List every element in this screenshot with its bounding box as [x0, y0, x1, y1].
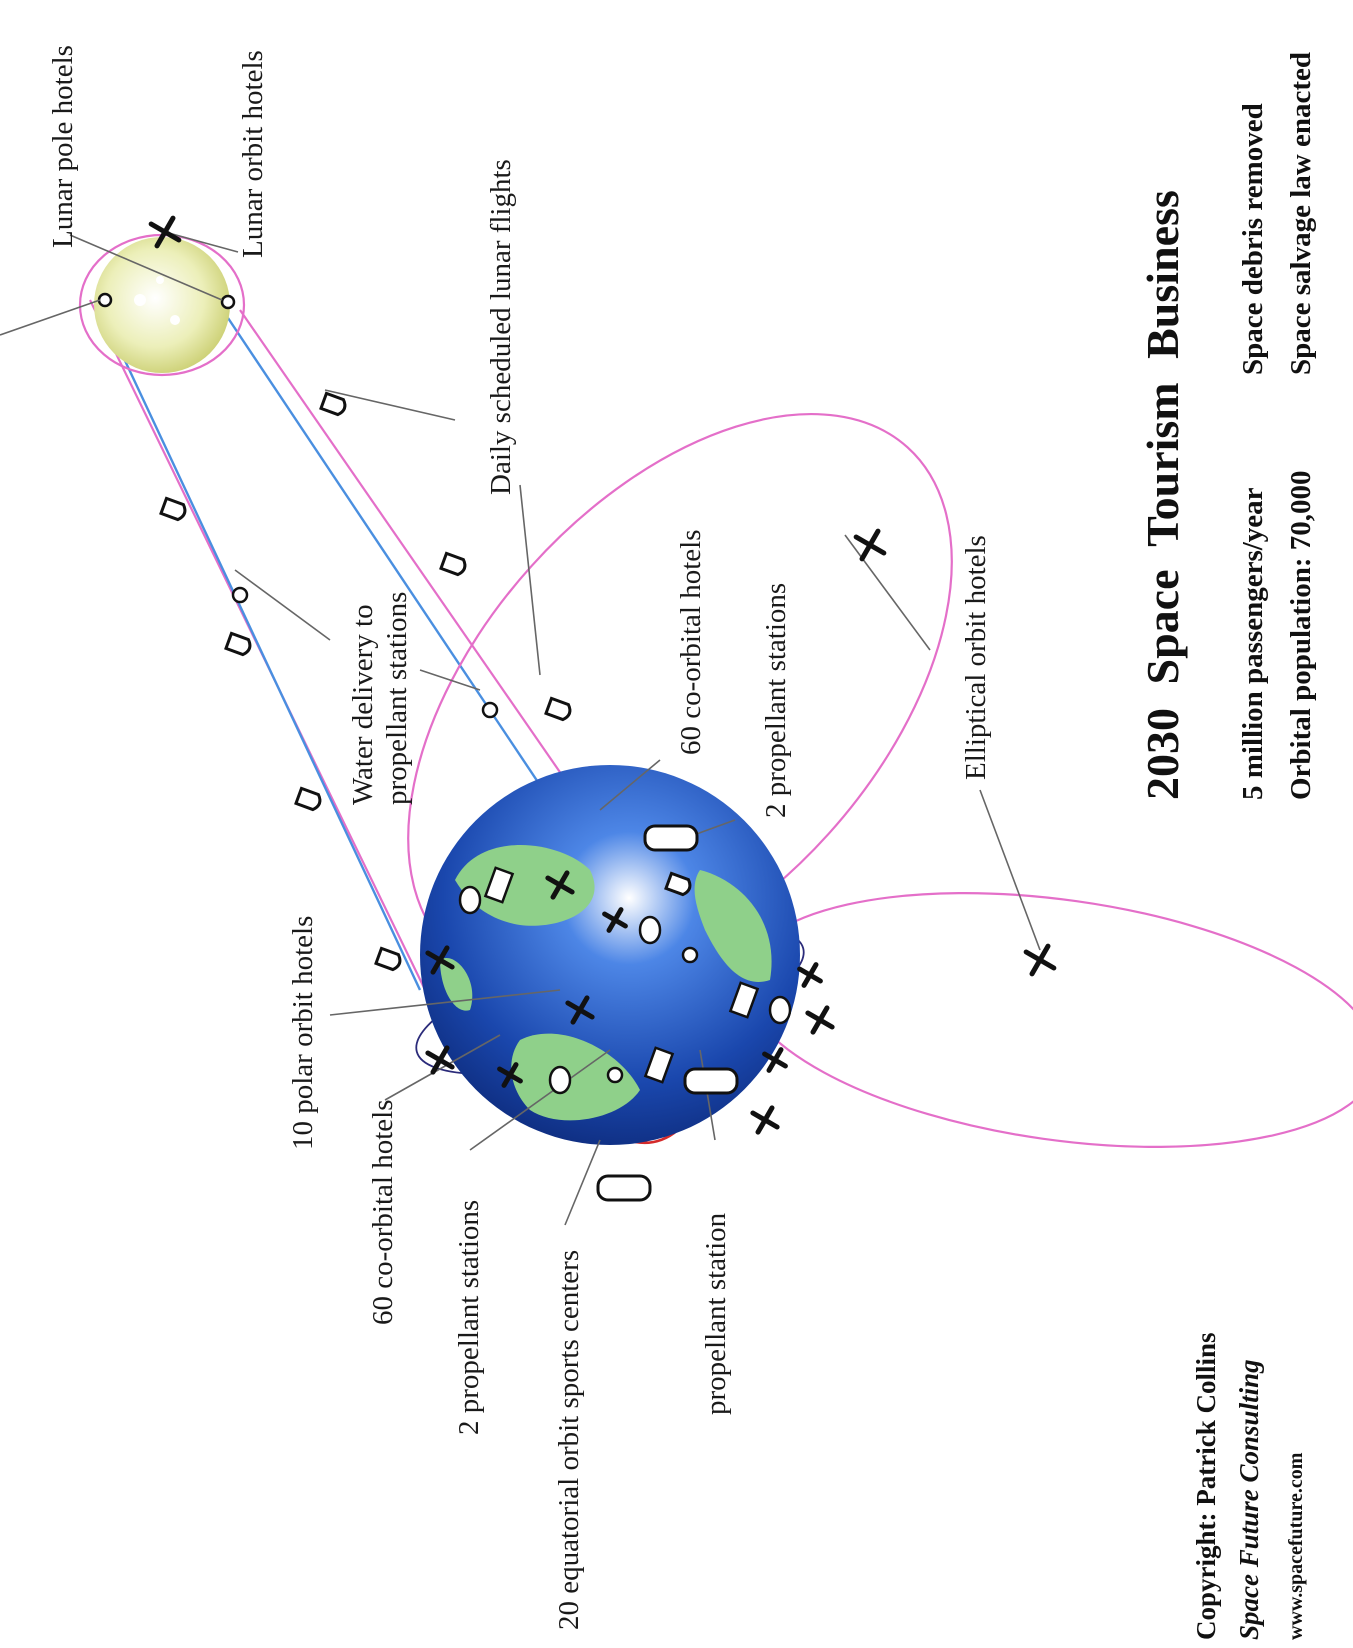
leader-lines — [0, 231, 1041, 1226]
moon-icon — [94, 237, 236, 373]
label-propellant-stations-left: 2 propellant stations — [453, 1200, 485, 1435]
shuttle-icon — [159, 391, 692, 972]
water-delivery-route-a — [103, 317, 422, 991]
earth-icon — [420, 765, 800, 1145]
stat-space-salvage: Space salvage law enacted — [1285, 52, 1317, 375]
label-polar-orbit-hotels: 10 polar orbit hotels — [287, 916, 319, 1150]
label-lunar-pole-hotels: Lunar pole hotels — [47, 45, 79, 248]
title-block: 2030 Space Tourism Business 5 million pa… — [1137, 52, 1317, 800]
label-propellant-station: propellant station — [700, 1212, 732, 1415]
label-co-orbital-hotels-top: 60 co-orbital hotels — [675, 529, 707, 755]
hotel-cross-icon — [148, 215, 1057, 1135]
copyright-block: Copyright: Patrick Collins Space Future … — [1191, 1333, 1307, 1641]
label-elliptical-orbit-hotels: Elliptical orbit hotels — [960, 535, 992, 780]
label-co-orbital-hotels-left: 60 co-orbital hotels — [367, 1099, 399, 1325]
diagram-labels: Lunar pole hotels Lunar orbit hotels Dai… — [47, 45, 992, 1630]
label-propellant-stations-top: 2 propellant stations — [760, 583, 792, 818]
water-delivery-route-b — [227, 317, 591, 861]
copyright-line: Copyright: Patrick Collins — [1191, 1333, 1221, 1641]
lunar-transfer-orbit-bottom — [239, 309, 601, 831]
label-water-delivery-line2: propellant stations — [381, 592, 413, 805]
label-daily-lunar-flights: Daily scheduled lunar flights — [485, 159, 517, 495]
label-equatorial-sports-centers: 20 equatorial orbit sports centers — [553, 1250, 585, 1630]
label-lunar-orbit-hotels: Lunar orbit hotels — [237, 50, 269, 258]
propellant-tank-icon — [596, 824, 739, 1202]
company-name: Space Future Consulting — [1234, 1359, 1264, 1640]
stat-passengers: 5 million passengers/year — [1237, 487, 1269, 800]
label-water-delivery-line1: Water delivery to — [347, 604, 379, 805]
page-title: 2030 Space Tourism Business — [1137, 190, 1188, 800]
stat-space-debris: Space debris removed — [1237, 103, 1269, 375]
station-ring-icon — [231, 586, 792, 1095]
stat-orbital-population: Orbital population: 70,000 — [1285, 470, 1317, 800]
website-url: www.spacefuture.com — [1285, 1452, 1307, 1640]
